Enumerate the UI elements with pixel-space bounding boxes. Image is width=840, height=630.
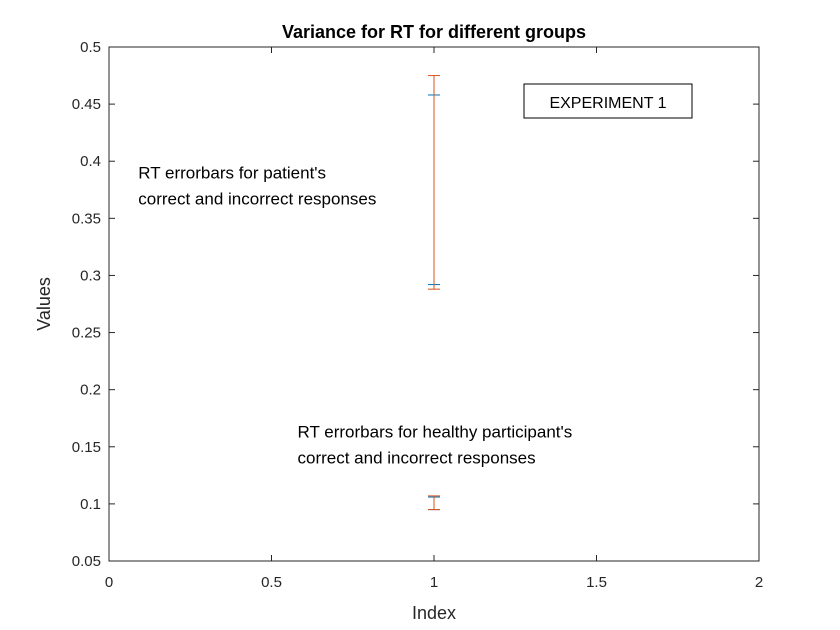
annotations: RT errorbars for patient's correct and in… [138,163,572,467]
annotation-2-line: RT errorbars for healthy participant's [298,423,573,442]
y-tick-label: 0.05 [72,553,101,570]
axis-ticks: 0 0.5 1 1.5 2 0.05 0.1 0.15 0.2 0.25 0.3 0.35 0.4 0.4… [72,39,763,591]
x-axis-label: Index [412,603,456,623]
annotation-1-line: RT errorbars for patient's [138,163,326,182]
y-tick-label: 0.35 [72,210,101,227]
x-tick-label: 0.5 [261,574,282,591]
experiment-label: EXPERIMENT 1 [549,95,666,112]
experiment-label-border [523,83,693,119]
y-tick-label: 0.1 [80,496,101,513]
error-bar-2 [428,75,440,290]
y-tick-label: 0.15 [72,439,101,456]
y-tick-label: 0.2 [80,382,101,399]
x-tick-label: 1 [430,574,438,591]
y-tick-label: 0.5 [80,39,101,56]
x-tick-label: 0 [105,574,113,591]
error-bars [428,75,440,511]
chart-title: Variance for RT for different groups [282,22,586,42]
y-tick-label: 0.25 [72,325,101,342]
x-tick-label: 2 [755,574,763,591]
y-tick-label: 0.45 [72,96,101,113]
annotation-2-line: correct and incorrect responses [298,449,536,468]
y-tick-label: 0.3 [80,267,101,284]
y-tick-label: 0.4 [80,153,101,170]
x-tick-label: 1.5 [586,574,607,591]
error-bar-4 [428,495,440,511]
annotation-1-line: correct and incorrect responses [138,189,376,208]
experiment-label-box: EXPERIMENT 1 [523,83,693,119]
y-axis-label: Values [34,277,54,331]
